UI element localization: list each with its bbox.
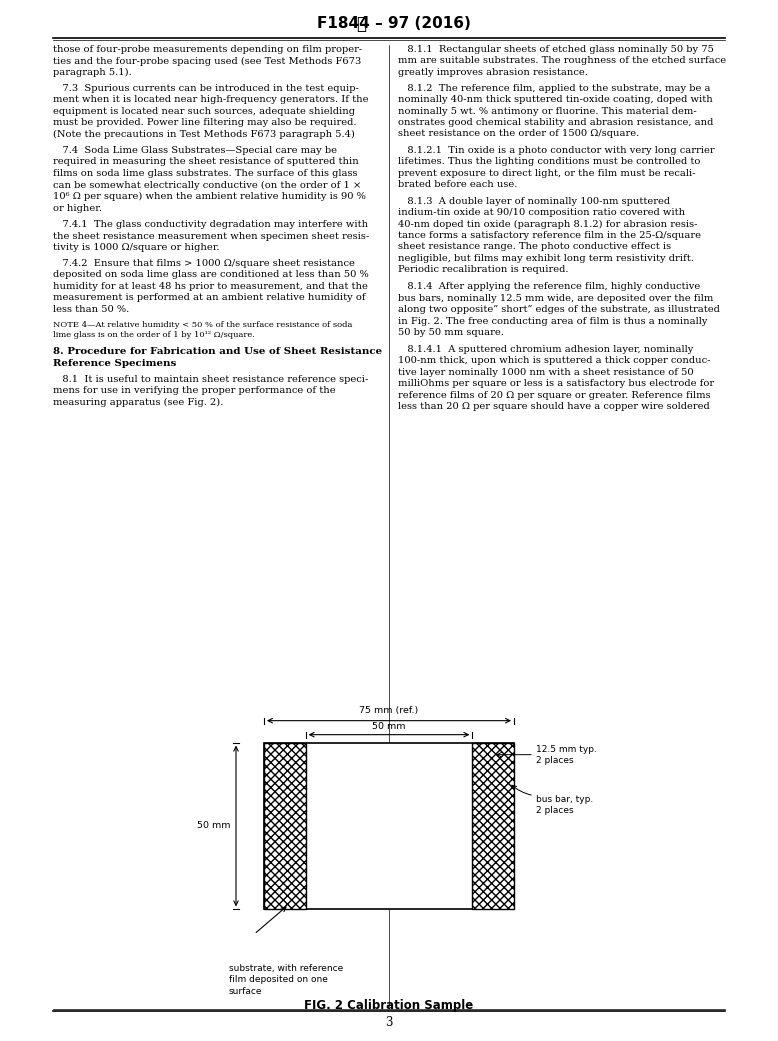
Text: 75 mm (ref.): 75 mm (ref.) bbox=[359, 706, 419, 715]
Text: F1844 – 97 (2016): F1844 – 97 (2016) bbox=[317, 17, 471, 31]
Text: NOTE 4—At relative humidity < 50 % of the surface resistance of soda
lime glass : NOTE 4—At relative humidity < 50 % of th… bbox=[53, 321, 352, 339]
Text: 8.1.1  Rectangular sheets of etched glass nominally 50 by 75
mm are suitable sub: 8.1.1 Rectangular sheets of etched glass… bbox=[398, 45, 726, 77]
Text: 12.5 mm typ.
2 places: 12.5 mm typ. 2 places bbox=[536, 744, 597, 765]
Text: 3: 3 bbox=[385, 1016, 393, 1030]
Text: ⧗: ⧗ bbox=[356, 15, 366, 33]
Text: 8.1.2.1  Tin oxide is a photo conductor with very long carrier
lifetimes. Thus t: 8.1.2.1 Tin oxide is a photo conductor w… bbox=[398, 146, 715, 189]
Text: FIG. 2 Calibration Sample: FIG. 2 Calibration Sample bbox=[304, 999, 474, 1012]
Text: 8. Procedure for Fabrication and Use of Sheet Resistance
Reference Specimens: 8. Procedure for Fabrication and Use of … bbox=[53, 348, 382, 367]
Text: 50 mm: 50 mm bbox=[372, 721, 406, 731]
Text: 7.3  Spurious currents can be introduced in the test equip-
ment when it is loca: 7.3 Spurious currents can be introduced … bbox=[53, 83, 369, 138]
Bar bbox=[472, 742, 514, 910]
Text: 7.4.2  Ensure that films > 1000 Ω/square sheet resistance
deposited on soda lime: 7.4.2 Ensure that films > 1000 Ω/square … bbox=[53, 259, 369, 313]
Text: 50 mm: 50 mm bbox=[197, 821, 230, 831]
Text: 8.1.3  A double layer of nominally 100-nm sputtered
indium-tin oxide at 90/10 co: 8.1.3 A double layer of nominally 100-nm… bbox=[398, 197, 701, 275]
Text: 8.1  It is useful to maintain sheet resistance reference speci-
mens for use in : 8.1 It is useful to maintain sheet resis… bbox=[53, 375, 368, 407]
Bar bbox=[264, 742, 306, 910]
Text: 7.4  Soda Lime Glass Substrates—Special care may be
required in measuring the sh: 7.4 Soda Lime Glass Substrates—Special c… bbox=[53, 146, 366, 212]
Bar bbox=[264, 742, 514, 910]
Text: 8.1.4.1  A sputtered chromium adhesion layer, nominally
100-nm thick, upon which: 8.1.4.1 A sputtered chromium adhesion la… bbox=[398, 345, 714, 411]
Text: 8.1.2  The reference film, applied to the substrate, may be a
nominally 40-nm th: 8.1.2 The reference film, applied to the… bbox=[398, 83, 713, 138]
Text: 7.4.1  The glass conductivity degradation may interfere with
the sheet resistanc: 7.4.1 The glass conductivity degradation… bbox=[53, 220, 370, 252]
Text: 8.1.4  After applying the reference film, highly conductive
bus bars, nominally : 8.1.4 After applying the reference film,… bbox=[398, 282, 720, 337]
Text: those of four-probe measurements depending on film proper-
ties and the four-pro: those of four-probe measurements dependi… bbox=[53, 45, 363, 77]
Text: substrate, with reference
film deposited on one
surface: substrate, with reference film deposited… bbox=[229, 964, 343, 995]
Text: bus bar, typ.
2 places: bus bar, typ. 2 places bbox=[536, 794, 594, 815]
